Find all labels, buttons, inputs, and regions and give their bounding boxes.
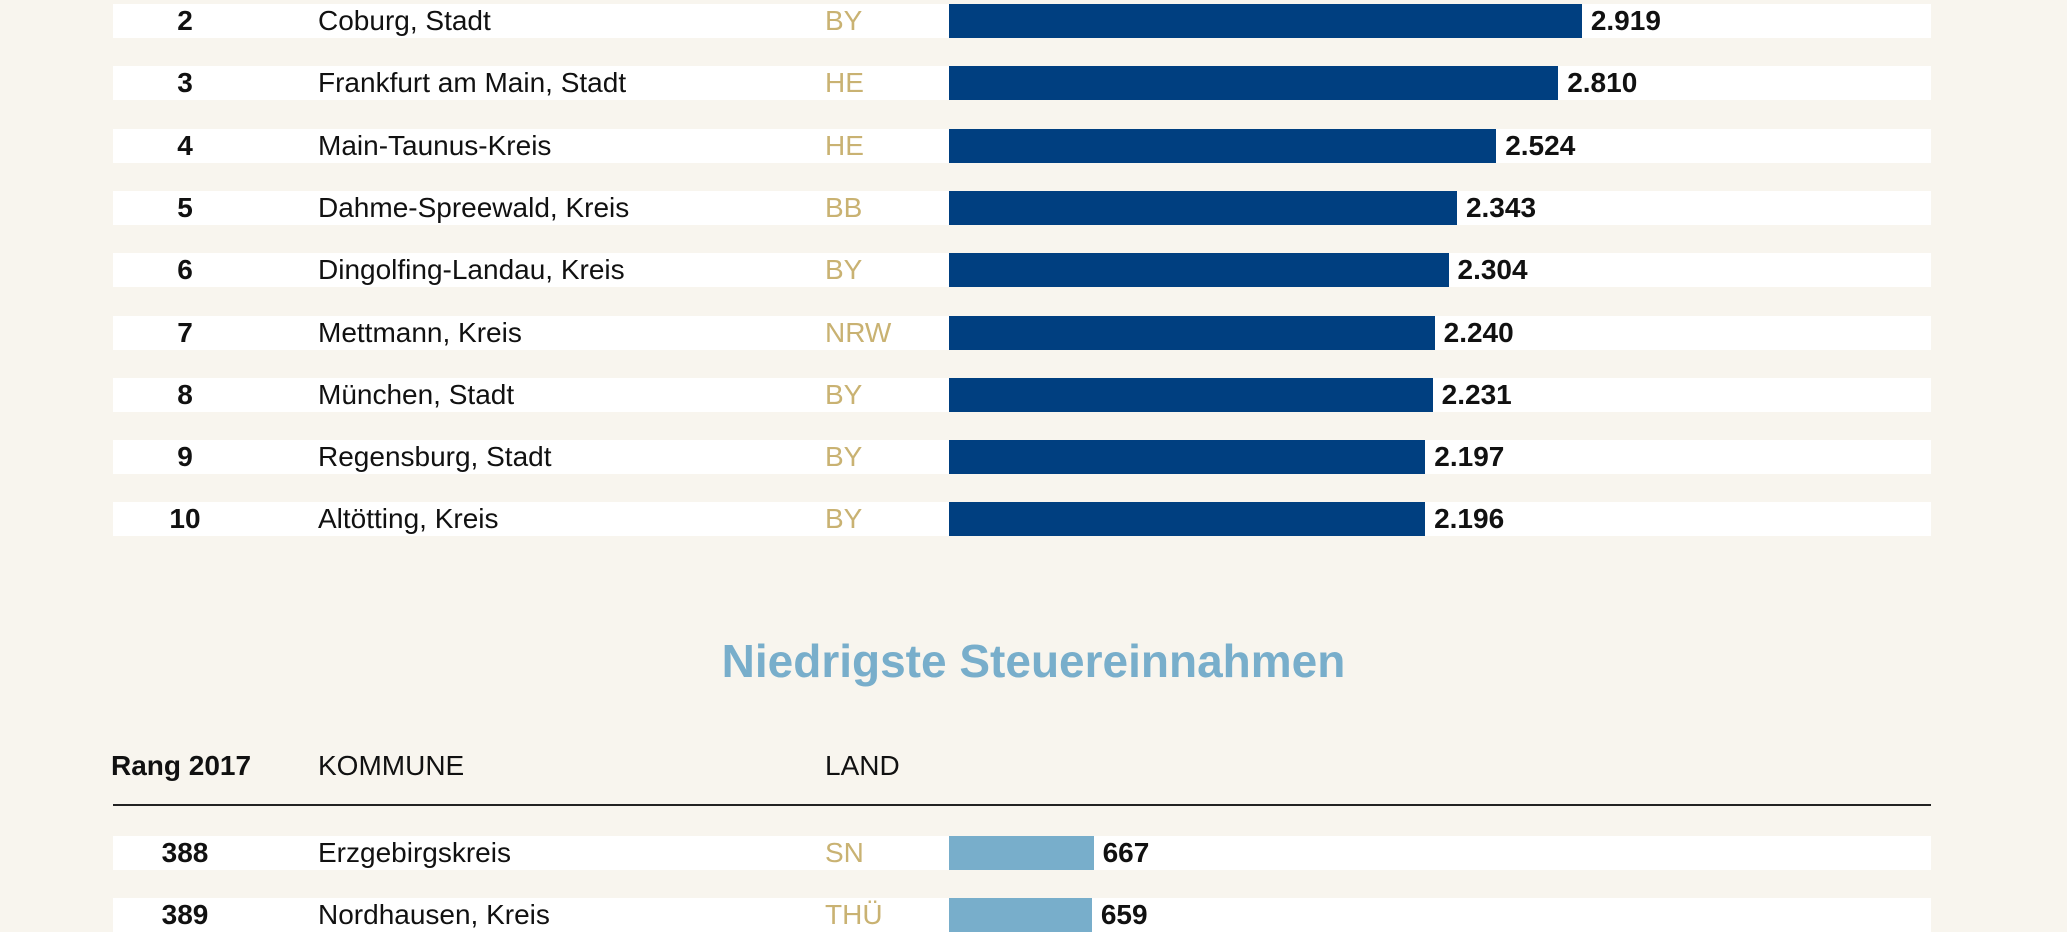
value-label: 2.240 [1443,316,1514,348]
value-label: 2.343 [1465,191,1537,223]
rank-cell: 388 [161,837,209,868]
table-row: 7 Mettmann, Kreis NRW 2.240 [113,315,1931,350]
rank-cell: 3 [177,67,193,99]
rank-cell: 5 [177,191,193,223]
section-title-lowest: Niedrigste Steuereinnahmen [721,635,1346,687]
kommune-cell: Nordhausen, Kreis [318,899,550,931]
table-row: 4 Main-Taunus-Kreis HE 2.524 [113,128,1931,163]
table-row: 6 Dingolfing-Landau, Kreis BY 2.304 [113,253,1931,288]
land-cell: BY [825,441,863,473]
land-cell: BY [825,5,863,36]
land-cell: BB [825,191,863,223]
value-label: 2.810 [1567,67,1638,99]
rank-cell: 8 [177,378,193,410]
value-bar [949,502,1426,537]
table-row: 2 Coburg, Stadt BY 2.919 [113,4,1931,38]
value-label: 2.524 [1505,129,1576,161]
value-bar [949,440,1426,475]
kommune-cell: Regensburg, Stadt [318,441,552,473]
kommune-cell: Main-Taunus-Kreis [318,129,552,161]
table-row: 389 Nordhausen, Kreis THÜ 659 [113,898,1931,932]
value-label: 2.304 [1457,254,1528,286]
value-label: 2.919 [1590,5,1661,36]
header-kommune: KOMMUNE [318,750,465,781]
table-row: 8 München, Stadt BY 2.231 [113,377,1931,412]
kommune-cell: Frankfurt am Main, Stadt [318,67,627,99]
value-bar [949,128,1497,163]
kommune-cell: Coburg, Stadt [318,5,491,36]
table-row: 3 Frankfurt am Main, Stadt HE 2.810 [113,66,1931,101]
land-cell: BY [825,378,863,410]
land-cell: HE [825,129,864,161]
value-label: 2.196 [1434,503,1505,535]
value-label: 667 [1102,837,1150,868]
kommune-cell: Erzgebirgskreis [318,837,511,868]
value-label: 659 [1100,899,1148,931]
value-bar [949,253,1449,288]
header-rank: Rang 2017 [111,750,252,781]
rank-cell: 389 [161,899,209,931]
rank-cell: 9 [177,441,193,473]
land-cell: SN [825,837,864,868]
value-label: 2.231 [1441,378,1512,410]
value-bar [949,315,1435,350]
kommune-cell: Dingolfing-Landau, Kreis [318,254,625,286]
value-label: 2.197 [1434,441,1505,473]
kommune-cell: Altötting, Kreis [318,503,499,535]
table-row: 5 Dahme-Spreewald, Kreis BB 2.343 [113,190,1931,225]
rank-cell: 2 [177,5,193,36]
value-bar [949,66,1559,101]
land-cell: BY [825,254,863,286]
table-row: 10 Altötting, Kreis BY 2.196 [113,502,1931,537]
rank-cell: 4 [177,129,193,161]
kommune-cell: Dahme-Spreewald, Kreis [318,191,630,223]
value-bar [949,377,1433,412]
land-cell: NRW [825,316,892,348]
rank-cell: 7 [177,316,193,348]
header-divider [113,804,1931,806]
land-cell: HE [825,67,864,99]
table-row: 388 Erzgebirgskreis SN 667 [113,836,1931,870]
kommune-cell: München, Stadt [318,378,515,410]
value-bar [949,190,1457,225]
rank-cell: 10 [169,503,201,535]
value-bar [949,4,1582,38]
kommune-cell: Mettmann, Kreis [318,316,522,348]
value-bar [949,836,1094,870]
land-cell: BY [825,503,863,535]
land-cell: THÜ [825,899,883,931]
table-row: 9 Regensburg, Stadt BY 2.197 [113,440,1931,475]
header-land: LAND [825,750,900,781]
value-bar [949,898,1092,932]
rank-cell: 6 [177,254,193,286]
